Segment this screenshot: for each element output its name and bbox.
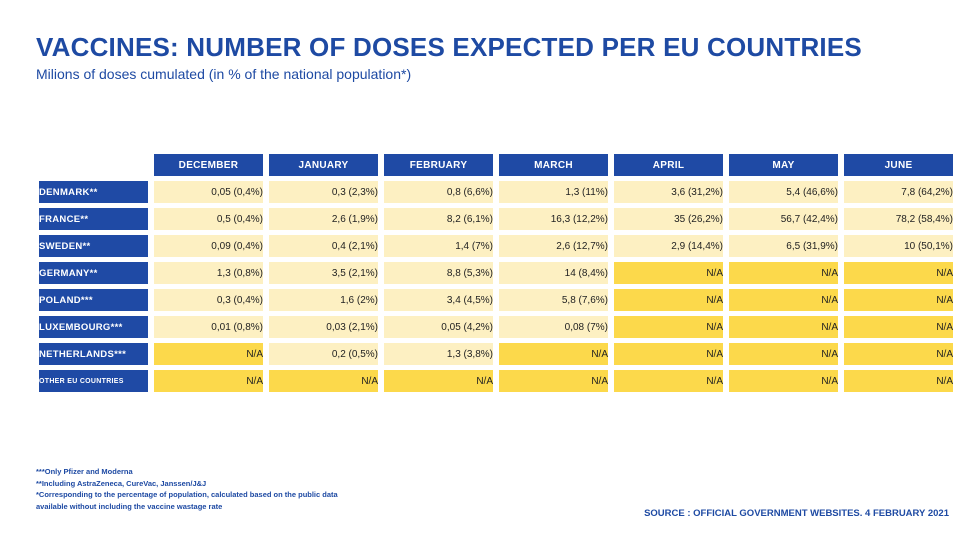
- table-cell: 6,5 (31,9%): [729, 235, 838, 257]
- row-header-country: LUXEMBOURG***: [39, 316, 148, 338]
- table-cell: 0,08 (7%): [499, 316, 608, 338]
- page-subtitle: Milions of doses cumulated (in % of the …: [36, 66, 412, 82]
- table-row: NETHERLANDS*** N/A 0,2 (0,5%) 1,3 (3,8%) N/A…: [39, 343, 953, 365]
- table-row: DENMARK** 0,05 (0,4%) 0,3 (2,3%) 0,8 (6,6%)…: [39, 181, 953, 203]
- table-cell: 3,5 (2,1%): [269, 262, 378, 284]
- row-header-country: DENMARK**: [39, 181, 148, 203]
- table-cell: 16,3 (12,2%): [499, 208, 608, 230]
- table-row: OTHER EU COUNTRIES N/A N/A N/A N/A N/A N/A N/A: [39, 370, 953, 392]
- source-note: SOURCE : OFFICIAL GOVERNMENT WEBSITES. 4…: [644, 508, 949, 519]
- table-cell: N/A: [384, 370, 493, 392]
- table-body: DENMARK** 0,05 (0,4%) 0,3 (2,3%) 0,8 (6,6%)…: [39, 181, 953, 392]
- row-header-country: GERMANY**: [39, 262, 148, 284]
- table-cell: 0,8 (6,6%): [384, 181, 493, 203]
- table-cell: N/A: [729, 316, 838, 338]
- table-cell: 0,03 (2,1%): [269, 316, 378, 338]
- table-cell: N/A: [269, 370, 378, 392]
- column-header-june: JUNE: [844, 154, 953, 176]
- table-cell: N/A: [844, 262, 953, 284]
- column-header-december: DECEMBER: [154, 154, 263, 176]
- column-header-january: JANUARY: [269, 154, 378, 176]
- table-row: FRANCE** 0,5 (0,4%) 2,6 (1,9%) 8,2 (6,1%) 16…: [39, 208, 953, 230]
- column-header-march: MARCH: [499, 154, 608, 176]
- table-cell: 7,8 (64,2%): [844, 181, 953, 203]
- table-cell: 1,3 (11%): [499, 181, 608, 203]
- table-cell: 0,05 (0,4%): [154, 181, 263, 203]
- table-cell: 35 (26,2%): [614, 208, 723, 230]
- table-cell: 1,4 (7%): [384, 235, 493, 257]
- page-title: VACCINES: NUMBER OF DOSES EXPECTED PER E…: [36, 32, 862, 62]
- table-cell: 3,4 (4,5%): [384, 289, 493, 311]
- doses-table: DECEMBER JANUARY FEBRUARY MARCH APRIL MA…: [33, 149, 959, 397]
- table-cell: 0,01 (0,8%): [154, 316, 263, 338]
- table-cell: 0,3 (0,4%): [154, 289, 263, 311]
- table-cell: N/A: [729, 343, 838, 365]
- table-cell: N/A: [729, 289, 838, 311]
- footnote: **Including AstraZeneca, CureVac, Jansse…: [36, 478, 207, 488]
- table-cell: 0,5 (0,4%): [154, 208, 263, 230]
- table-cell: 1,3 (0,8%): [154, 262, 263, 284]
- table-cell: N/A: [499, 343, 608, 365]
- table-cell: N/A: [154, 370, 263, 392]
- table-cell: 2,6 (12,7%): [499, 235, 608, 257]
- table-cell: N/A: [614, 370, 723, 392]
- table-cell: 8,2 (6,1%): [384, 208, 493, 230]
- table-cell: 0,3 (2,3%): [269, 181, 378, 203]
- table-cell: 2,9 (14,4%): [614, 235, 723, 257]
- table-cell: N/A: [729, 370, 838, 392]
- table-cell: N/A: [614, 316, 723, 338]
- table-cell: 5,8 (7,6%): [499, 289, 608, 311]
- row-header-country: FRANCE**: [39, 208, 148, 230]
- table-row: GERMANY** 1,3 (0,8%) 3,5 (2,1%) 8,8 (5,3%) 1…: [39, 262, 953, 284]
- table-row: POLAND*** 0,3 (0,4%) 1,6 (2%) 3,4 (4,5%) 5,8…: [39, 289, 953, 311]
- table-cell: 0,2 (0,5%): [269, 343, 378, 365]
- table-cell: 2,6 (1,9%): [269, 208, 378, 230]
- table-cell: 0,05 (4,2%): [384, 316, 493, 338]
- table-cell: N/A: [154, 343, 263, 365]
- table-cell: N/A: [499, 370, 608, 392]
- footnote: ***Only Pfizer and Moderna: [36, 467, 133, 476]
- footnotes: ***Only Pfizer and Moderna **Including A…: [36, 466, 338, 512]
- row-header-country: OTHER EU COUNTRIES: [39, 370, 148, 392]
- footnote: *Corresponding to the percentage of popu…: [36, 490, 338, 499]
- table-cell: 78,2 (58,4%): [844, 208, 953, 230]
- table-cell: 1,6 (2%): [269, 289, 378, 311]
- table-cell: 8,8 (5,3%): [384, 262, 493, 284]
- row-header-country: POLAND***: [39, 289, 148, 311]
- row-header-country: NETHERLANDS***: [39, 343, 148, 365]
- table-cell: 3,6 (31,2%): [614, 181, 723, 203]
- table-cell: N/A: [844, 343, 953, 365]
- table-cell: 14 (8,4%): [499, 262, 608, 284]
- table-cell: 10 (50,1%): [844, 235, 953, 257]
- table-cell: 1,3 (3,8%): [384, 343, 493, 365]
- table-cell: N/A: [614, 289, 723, 311]
- table-row: SWEDEN** 0,09 (0,4%) 0,4 (2,1%) 1,4 (7%) 2,6…: [39, 235, 953, 257]
- table-cell: N/A: [614, 262, 723, 284]
- header-row: DECEMBER JANUARY FEBRUARY MARCH APRIL MA…: [39, 154, 953, 176]
- table-cell: N/A: [844, 370, 953, 392]
- row-header-country: SWEDEN**: [39, 235, 148, 257]
- column-header-april: APRIL: [614, 154, 723, 176]
- table-cell: 5,4 (46,6%): [729, 181, 838, 203]
- corner-cell: [39, 154, 148, 176]
- table-row: LUXEMBOURG*** 0,01 (0,8%) 0,03 (2,1%) 0,05 …: [39, 316, 953, 338]
- table-cell: 0,4 (2,1%): [269, 235, 378, 257]
- table-cell: N/A: [614, 343, 723, 365]
- table-cell: 0,09 (0,4%): [154, 235, 263, 257]
- table-cell: 56,7 (42,4%): [729, 208, 838, 230]
- table-cell: N/A: [844, 289, 953, 311]
- table-cell: N/A: [729, 262, 838, 284]
- table-cell: N/A: [844, 316, 953, 338]
- column-header-may: MAY: [729, 154, 838, 176]
- column-header-february: FEBRUARY: [384, 154, 493, 176]
- footnote: available without including the vaccine …: [36, 501, 223, 511]
